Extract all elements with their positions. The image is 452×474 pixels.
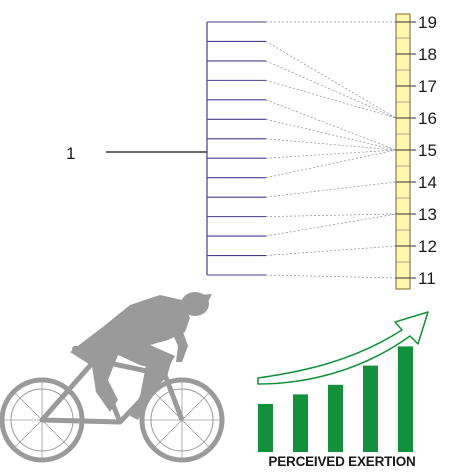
scale-label-16: 16 [418,109,437,128]
connector-line [265,138,397,151]
caption: PERCEIVED EXERTION [268,454,416,469]
scale-label-11: 11 [418,269,436,288]
scale-bar: 19 18 17 16 15 14 13 12 11 [395,13,437,290]
scale-label-13: 13 [418,205,437,224]
scale-label-19: 19 [418,13,437,32]
connector-line [265,149,397,159]
scale-rect [395,13,411,290]
connector-line [265,274,397,279]
connector-line [265,118,397,151]
scale-label-18: 18 [418,45,437,64]
connector-line [265,80,397,119]
connector-lines [265,21,397,279]
scale-label-14: 14 [418,173,437,192]
exertion-bar [363,365,378,452]
connector-line [265,99,397,151]
scale-label-12: 12 [418,237,437,256]
connector-line [265,181,397,198]
connector-line [265,213,397,217]
bar-chart-icon [258,346,413,452]
scale-label-15: 15 [418,141,437,160]
left-label: 1 [66,144,75,163]
cyclist-icon [0,292,225,463]
exertion-bar [398,346,413,452]
trend-arrow-icon [257,311,429,385]
bracket [206,21,266,276]
exertion-bar [258,404,273,452]
exertion-bar [293,394,308,452]
exertion-bar [328,384,343,452]
connector-line [265,41,397,119]
connector-line [265,60,397,119]
connector-line [265,213,397,237]
connector-line [265,245,397,256]
scale-label-17: 17 [418,77,437,96]
